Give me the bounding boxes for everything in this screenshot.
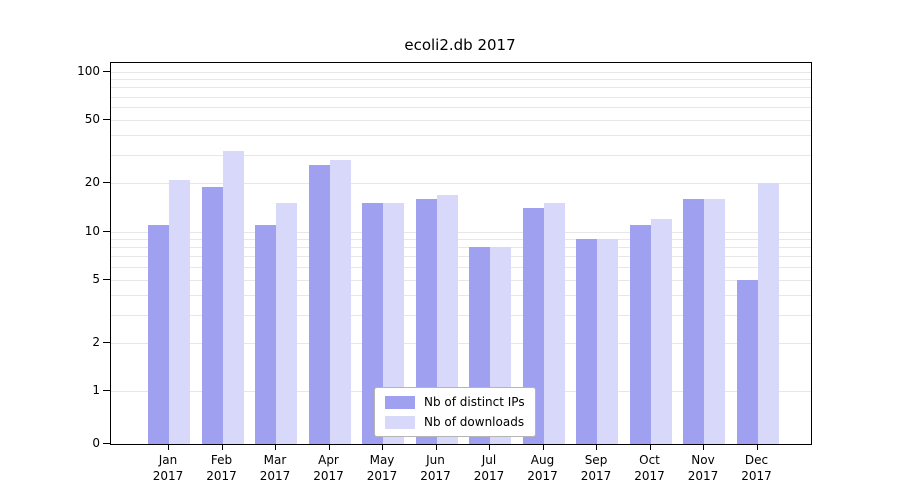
y-tick-mark xyxy=(103,390,110,391)
gridline xyxy=(111,183,811,185)
y-tick-mark xyxy=(103,119,110,120)
x-tick-label: Oct 2017 xyxy=(634,453,665,483)
gridline xyxy=(111,155,811,157)
x-tick-mark xyxy=(756,444,758,450)
plot-area: Nb of distinct IPs Nb of downloads xyxy=(110,62,812,445)
bar-distinct-ips xyxy=(308,165,330,444)
y-tick-mark xyxy=(103,71,110,72)
x-tick-label: Jul 2017 xyxy=(473,453,505,483)
bar-downloads xyxy=(276,203,297,444)
bar-downloads xyxy=(597,238,618,444)
gridline xyxy=(111,256,811,258)
x-tick-label: Dec 2017 xyxy=(741,453,772,483)
x-tick-label: Nov 2017 xyxy=(687,453,719,483)
legend-item-downloads: Nb of downloads xyxy=(385,415,525,429)
y-tick-mark xyxy=(103,278,110,280)
gridline xyxy=(111,294,811,296)
bar-downloads xyxy=(650,218,672,444)
gridline xyxy=(111,231,811,233)
legend: Nb of distinct IPs Nb of downloads xyxy=(374,387,536,437)
y-tick-label: 10 xyxy=(84,223,100,238)
gridline xyxy=(111,120,811,121)
y-tick-mark xyxy=(103,341,110,343)
x-tick-mark xyxy=(649,444,651,450)
x-tick-mark xyxy=(542,444,544,450)
gridline xyxy=(111,72,811,73)
bar-downloads xyxy=(436,194,458,444)
bar-distinct-ips xyxy=(576,238,597,444)
chart-title: ecoli2.db 2017 xyxy=(404,36,516,54)
gridline xyxy=(111,342,811,344)
gridline xyxy=(111,266,811,268)
gridline xyxy=(111,96,811,98)
gridline xyxy=(111,87,811,89)
x-tick-mark xyxy=(435,444,437,450)
gridline xyxy=(111,279,811,281)
bar-distinct-ips xyxy=(683,198,704,444)
x-tick-label: Jun 2017 xyxy=(420,453,451,483)
y-tick-mark xyxy=(103,182,110,184)
bar-downloads xyxy=(169,180,190,444)
y-tick-label: 50 xyxy=(84,112,100,126)
y-tick-label: 20 xyxy=(84,175,100,190)
x-tick-mark xyxy=(221,444,223,450)
gridline xyxy=(111,246,811,248)
gridline xyxy=(111,79,811,81)
gridline xyxy=(111,107,811,109)
y-tick-label: 1 xyxy=(92,383,100,397)
x-tick-mark xyxy=(596,444,597,450)
x-tick-mark xyxy=(382,444,383,450)
bar-distinct-ips xyxy=(255,224,276,444)
x-tick-mark xyxy=(489,444,490,450)
x-tick-label: Apr 2017 xyxy=(313,453,344,483)
y-tick-label: 2 xyxy=(92,334,100,349)
bar-distinct-ips xyxy=(148,224,169,444)
legend-item-distinct-ips: Nb of distinct IPs xyxy=(385,395,525,409)
bar-distinct-ips xyxy=(736,279,758,444)
y-tick-label: 5 xyxy=(92,271,100,286)
bar-distinct-ips xyxy=(522,208,544,444)
x-tick-label: Jan 2017 xyxy=(152,453,184,483)
legend-label-ips: Nb of distinct IPs xyxy=(424,395,525,409)
bar-distinct-ips xyxy=(629,224,651,444)
bar-downloads xyxy=(704,198,725,444)
gridline xyxy=(111,238,811,240)
y-tick-label: 100 xyxy=(77,64,100,78)
x-tick-label: Sep 2017 xyxy=(580,453,612,483)
bar-downloads xyxy=(757,183,779,444)
x-tick-label: Aug 2017 xyxy=(527,453,558,483)
y-tick-label: 0 xyxy=(92,436,100,450)
bar-distinct-ips xyxy=(415,198,437,444)
legend-label-downloads: Nb of downloads xyxy=(424,415,525,429)
x-tick-mark xyxy=(168,444,169,450)
y-tick-mark xyxy=(103,443,110,444)
x-tick-mark xyxy=(275,444,276,450)
x-tick-label: Mar 2017 xyxy=(259,453,291,483)
y-tick-mark xyxy=(103,230,110,232)
gridline xyxy=(111,135,811,137)
bar-distinct-ips xyxy=(201,187,223,444)
x-tick-label: May 2017 xyxy=(366,453,398,483)
bar-downloads xyxy=(543,203,565,444)
bar-distinct-ips xyxy=(362,203,383,444)
legend-swatch-ips xyxy=(385,395,415,409)
gridline xyxy=(111,314,811,316)
bar-downloads xyxy=(222,150,244,444)
legend-swatch-downloads xyxy=(385,415,415,429)
bar-downloads xyxy=(329,160,351,444)
x-tick-label: Feb 2017 xyxy=(206,453,237,483)
x-tick-mark xyxy=(703,444,704,450)
x-tick-mark xyxy=(328,444,330,450)
bar-downloads xyxy=(383,203,404,444)
